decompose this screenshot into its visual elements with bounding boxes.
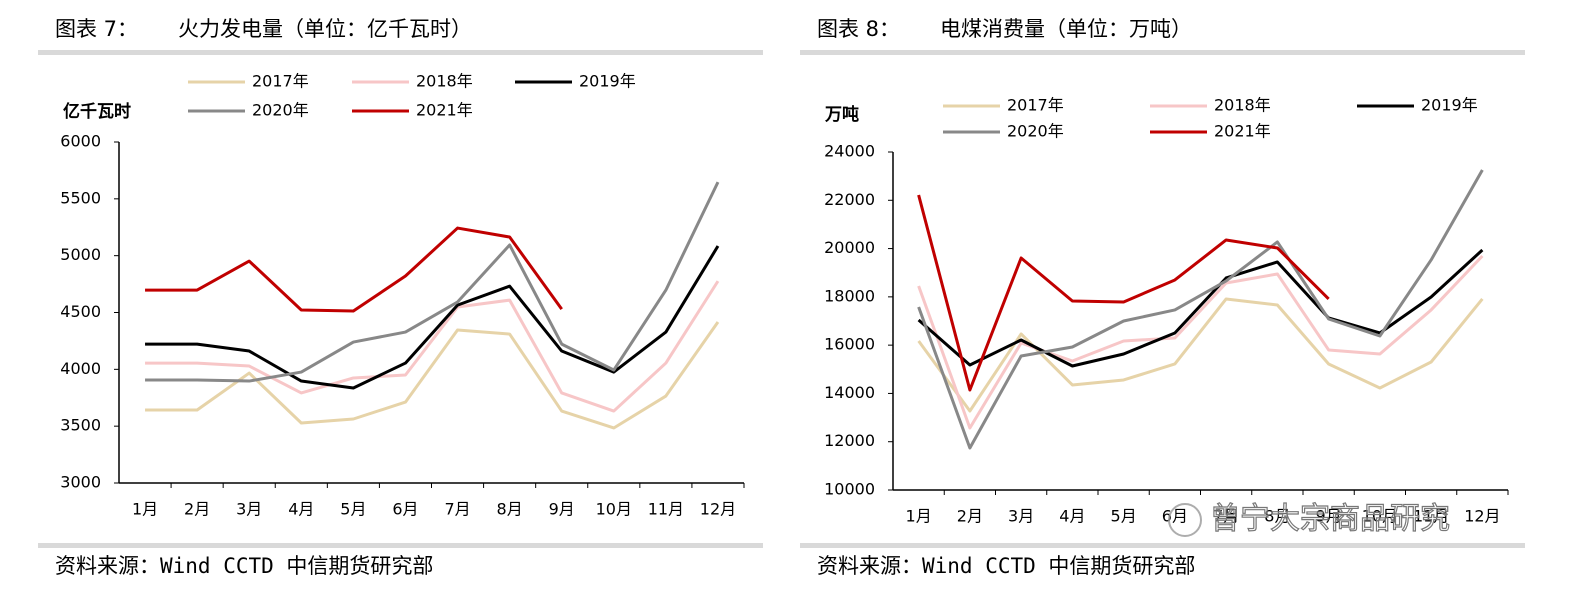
- footer-rule: [38, 543, 763, 548]
- x-tick-label: 5月: [1111, 507, 1137, 526]
- footer-rule: [800, 543, 1525, 548]
- y-tick-label: 4000: [60, 359, 101, 378]
- x-tick-label: 7月: [1213, 507, 1239, 526]
- x-tick-label: 2月: [957, 507, 983, 526]
- x-tick-label: 5月: [340, 500, 366, 519]
- header-rule: [38, 50, 763, 55]
- series-line: [917, 169, 1484, 450]
- x-tick-label: 9月: [1316, 507, 1342, 526]
- x-tick-label: 3月: [1008, 507, 1034, 526]
- series-line: [917, 297, 1484, 413]
- figure-label: 图表 8：: [817, 17, 900, 41]
- series-line: [145, 245, 720, 390]
- y-tick-label: 10000: [824, 480, 875, 499]
- x-tick-label: 8月: [1264, 507, 1290, 526]
- x-tick-label: 4月: [1059, 507, 1085, 526]
- legend-label: 2017年: [1007, 96, 1064, 115]
- y-tick-label: 22000: [824, 190, 875, 209]
- x-tick-label: 2月: [184, 500, 210, 519]
- x-tick-label: 7月: [444, 500, 470, 519]
- legend-label: 2018年: [1214, 96, 1271, 115]
- series-line: [145, 280, 720, 413]
- series-line: [917, 254, 1484, 430]
- series-line: [917, 248, 1484, 368]
- legend-label: 2020年: [252, 101, 309, 120]
- x-tick-label: 12月: [700, 500, 736, 519]
- legend-label: 2021年: [416, 101, 473, 120]
- x-tick-label: 3月: [236, 500, 262, 519]
- series-line: [145, 321, 720, 430]
- legend-label: 2017年: [252, 72, 309, 91]
- x-tick-label: 8月: [497, 500, 523, 519]
- x-tick-label: 10月: [1362, 507, 1398, 526]
- x-tick-label: 6月: [392, 500, 418, 519]
- figure-label: 图表 7：: [55, 17, 138, 41]
- x-tick-label: 6月: [1162, 507, 1188, 526]
- watermark: 曾宁大宗商品研究: [1210, 502, 1450, 537]
- y-tick-label: 14000: [824, 383, 875, 402]
- y-tick-label: 24000: [824, 142, 875, 161]
- y-tick-label: 5000: [60, 245, 101, 264]
- y-tick-label: 3000: [60, 473, 101, 492]
- source: 资料来源：Wind CCTD 中信期货研究部: [817, 554, 1195, 578]
- y-axis-label: 亿千瓦时: [63, 101, 131, 122]
- y-tick-label: 12000: [824, 431, 875, 450]
- header-rule: [800, 50, 1525, 55]
- legend-label: 2018年: [416, 72, 473, 91]
- legend-label: 2020年: [1007, 122, 1064, 141]
- y-tick-label: 18000: [824, 286, 875, 305]
- y-tick-label: 16000: [824, 335, 875, 354]
- x-tick-label: 11月: [1413, 507, 1449, 526]
- chart-title: 火力发电量（单位：亿千瓦时）: [178, 17, 472, 41]
- series-line: [145, 226, 563, 313]
- source: 资料来源：Wind CCTD 中信期货研究部: [55, 554, 433, 578]
- y-axis-label: 万吨: [824, 104, 859, 125]
- x-tick-label: 12月: [1464, 507, 1500, 526]
- series-line: [145, 181, 720, 383]
- x-tick-label: 11月: [648, 500, 684, 519]
- watermark-icon: [1168, 503, 1202, 537]
- y-tick-label: 20000: [824, 238, 875, 257]
- y-tick-label: 4500: [60, 302, 101, 321]
- chart-title: 电煤消费量（单位：万吨）: [940, 17, 1192, 41]
- x-tick-label: 10月: [596, 500, 632, 519]
- x-tick-label: 9月: [549, 500, 575, 519]
- y-tick-label: 3500: [60, 416, 101, 435]
- legend-label: 2019年: [579, 72, 636, 91]
- y-tick-label: 6000: [60, 132, 101, 151]
- x-tick-label: 1月: [906, 507, 932, 526]
- x-tick-label: 1月: [132, 500, 158, 519]
- x-tick-label: 4月: [288, 500, 314, 519]
- series-line: [917, 194, 1330, 392]
- legend-label: 2019年: [1421, 96, 1478, 115]
- legend-label: 2021年: [1214, 122, 1271, 141]
- y-tick-label: 5500: [60, 188, 101, 207]
